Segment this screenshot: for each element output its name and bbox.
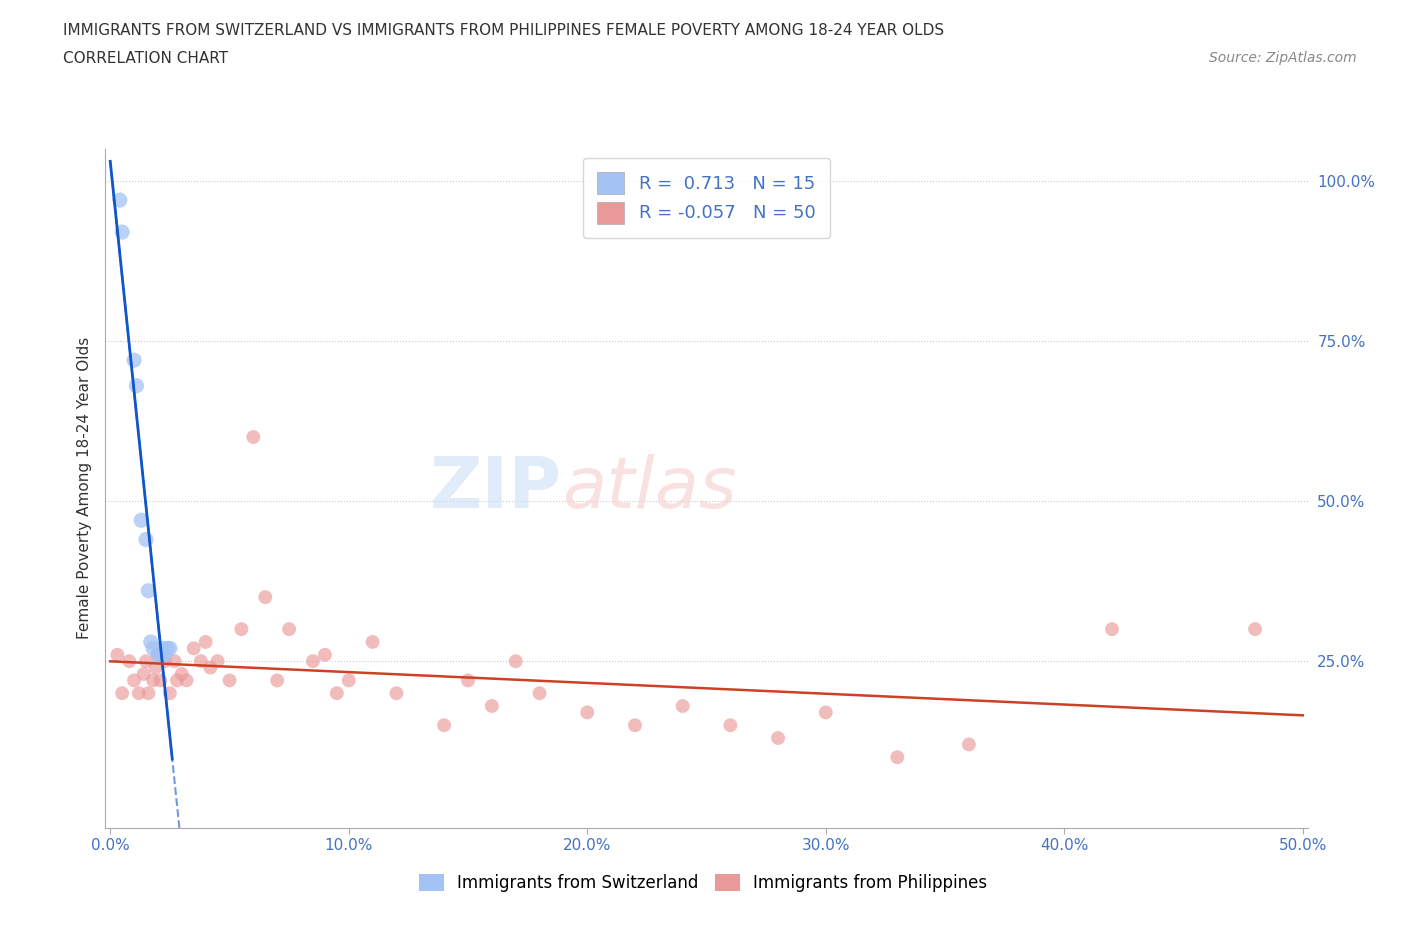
Point: [105, 647, 128, 662]
Point: [152, 641, 174, 656]
Point: [207, 654, 229, 669]
Point: [138, 685, 160, 700]
Point: [814, 705, 837, 720]
Point: [254, 590, 277, 604]
Point: [145, 660, 167, 675]
Point: [624, 718, 647, 733]
Point: [118, 654, 141, 669]
Point: [176, 673, 198, 688]
Text: Source: ZipAtlas.com: Source: ZipAtlas.com: [1209, 51, 1357, 65]
Point: [326, 685, 349, 700]
Text: atlas: atlas: [562, 454, 737, 523]
Point: [266, 673, 288, 688]
Point: [142, 673, 165, 688]
Point: [146, 647, 169, 662]
Point: [361, 634, 384, 649]
Point: [505, 654, 527, 669]
Point: [139, 634, 162, 649]
Point: [385, 685, 408, 700]
Point: [135, 654, 157, 669]
Point: [183, 641, 205, 656]
Point: [153, 654, 176, 669]
Point: [111, 225, 134, 240]
Point: [314, 647, 336, 662]
Point: [163, 654, 186, 669]
Point: [132, 667, 155, 682]
Point: [190, 654, 212, 669]
Point: [111, 685, 134, 700]
Point: [957, 737, 980, 751]
Point: [128, 685, 150, 700]
Point: [122, 352, 145, 367]
Point: [159, 685, 181, 700]
Point: [125, 379, 148, 393]
Point: [138, 583, 160, 598]
Point: [433, 718, 456, 733]
Point: [1101, 622, 1123, 637]
Legend: Immigrants from Switzerland, Immigrants from Philippines: Immigrants from Switzerland, Immigrants …: [412, 867, 994, 898]
Point: [337, 673, 360, 688]
Point: [122, 673, 145, 688]
Point: [166, 673, 188, 688]
Point: [278, 622, 301, 637]
Text: IMMIGRANTS FROM SWITZERLAND VS IMMIGRANTS FROM PHILIPPINES FEMALE POVERTY AMONG : IMMIGRANTS FROM SWITZERLAND VS IMMIGRANT…: [63, 23, 945, 38]
Point: [672, 698, 695, 713]
Point: [1244, 622, 1267, 637]
Legend: R =  0.713   N = 15, R = -0.057   N = 50: R = 0.713 N = 15, R = -0.057 N = 50: [583, 158, 830, 238]
Point: [153, 647, 176, 662]
Point: [231, 622, 253, 637]
Point: [886, 750, 908, 764]
Point: [529, 685, 551, 700]
Point: [149, 673, 172, 688]
Point: [242, 430, 264, 445]
Point: [159, 641, 181, 656]
Point: [170, 667, 193, 682]
Point: [149, 647, 172, 662]
Text: CORRELATION CHART: CORRELATION CHART: [63, 51, 228, 66]
Point: [766, 731, 789, 746]
Point: [457, 673, 479, 688]
Point: [108, 193, 131, 207]
Point: [146, 647, 169, 662]
Point: [129, 512, 152, 527]
Text: ZIP: ZIP: [430, 454, 562, 523]
Point: [194, 634, 217, 649]
Point: [218, 673, 240, 688]
Point: [576, 705, 599, 720]
Y-axis label: Female Poverty Among 18-24 Year Olds: Female Poverty Among 18-24 Year Olds: [77, 338, 93, 640]
Point: [481, 698, 503, 713]
Point: [200, 660, 222, 675]
Point: [302, 654, 325, 669]
Point: [142, 641, 165, 656]
Point: [718, 718, 741, 733]
Point: [156, 641, 179, 656]
Point: [135, 532, 157, 547]
